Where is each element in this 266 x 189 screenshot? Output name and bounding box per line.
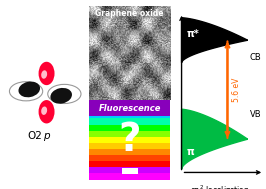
Text: O2: O2 bbox=[27, 131, 42, 141]
Polygon shape bbox=[182, 18, 248, 63]
Text: p: p bbox=[43, 131, 50, 141]
Bar bbox=[89, 112, 170, 119]
Text: Fluorescence: Fluorescence bbox=[98, 104, 161, 113]
Text: CB: CB bbox=[250, 53, 261, 62]
Bar bbox=[89, 143, 170, 149]
Text: ?: ? bbox=[118, 121, 141, 159]
Ellipse shape bbox=[41, 70, 47, 79]
Bar bbox=[89, 100, 170, 116]
Text: 5.6 eV: 5.6 eV bbox=[232, 77, 241, 102]
Bar bbox=[89, 137, 170, 143]
Ellipse shape bbox=[18, 81, 40, 97]
Bar bbox=[89, 106, 170, 112]
Text: π: π bbox=[187, 147, 195, 157]
Bar bbox=[89, 100, 170, 106]
Bar bbox=[89, 155, 170, 161]
Ellipse shape bbox=[50, 88, 72, 104]
Bar bbox=[89, 119, 170, 125]
Bar bbox=[89, 131, 170, 137]
Bar bbox=[89, 174, 170, 180]
Polygon shape bbox=[182, 109, 248, 169]
Bar bbox=[122, 168, 138, 174]
Text: Graphene oxide: Graphene oxide bbox=[95, 9, 164, 19]
Ellipse shape bbox=[41, 106, 47, 115]
Bar bbox=[89, 149, 170, 155]
Bar bbox=[89, 161, 170, 167]
Bar bbox=[89, 167, 170, 174]
Text: $sp^2$ localization: $sp^2$ localization bbox=[190, 184, 250, 189]
Bar bbox=[89, 125, 170, 131]
Text: π*: π* bbox=[187, 29, 200, 39]
Ellipse shape bbox=[39, 100, 55, 123]
Text: VB: VB bbox=[250, 110, 261, 119]
Ellipse shape bbox=[39, 62, 55, 85]
